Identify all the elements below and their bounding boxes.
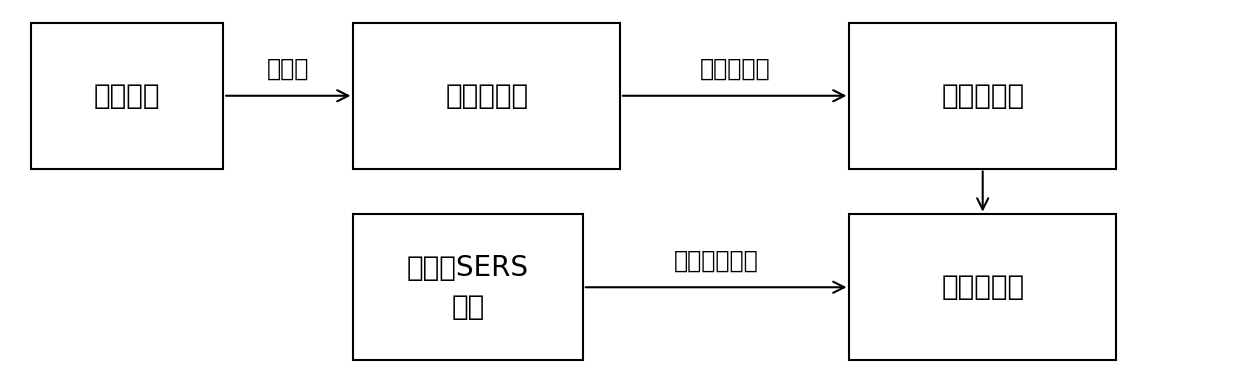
Bar: [353, 214, 583, 360]
Bar: [31, 23, 223, 169]
Text: 毛细管浸泡: 毛细管浸泡: [941, 273, 1024, 301]
Bar: [849, 214, 1116, 360]
Bar: [849, 23, 1116, 169]
Text: 吸弃残液加热: 吸弃残液加热: [673, 249, 759, 272]
Text: 毛细管SERS
基底: 毛细管SERS 基底: [407, 254, 529, 321]
Text: 超声，稀释: 超声，稀释: [699, 57, 770, 81]
Text: 异丙醇: 异丙醇: [267, 57, 310, 81]
Text: 导电银浆: 导电银浆: [94, 82, 160, 110]
Text: 银墨水母液: 银墨水母液: [445, 82, 528, 110]
Bar: [353, 23, 620, 169]
Text: 银墨水溶液: 银墨水溶液: [941, 82, 1024, 110]
